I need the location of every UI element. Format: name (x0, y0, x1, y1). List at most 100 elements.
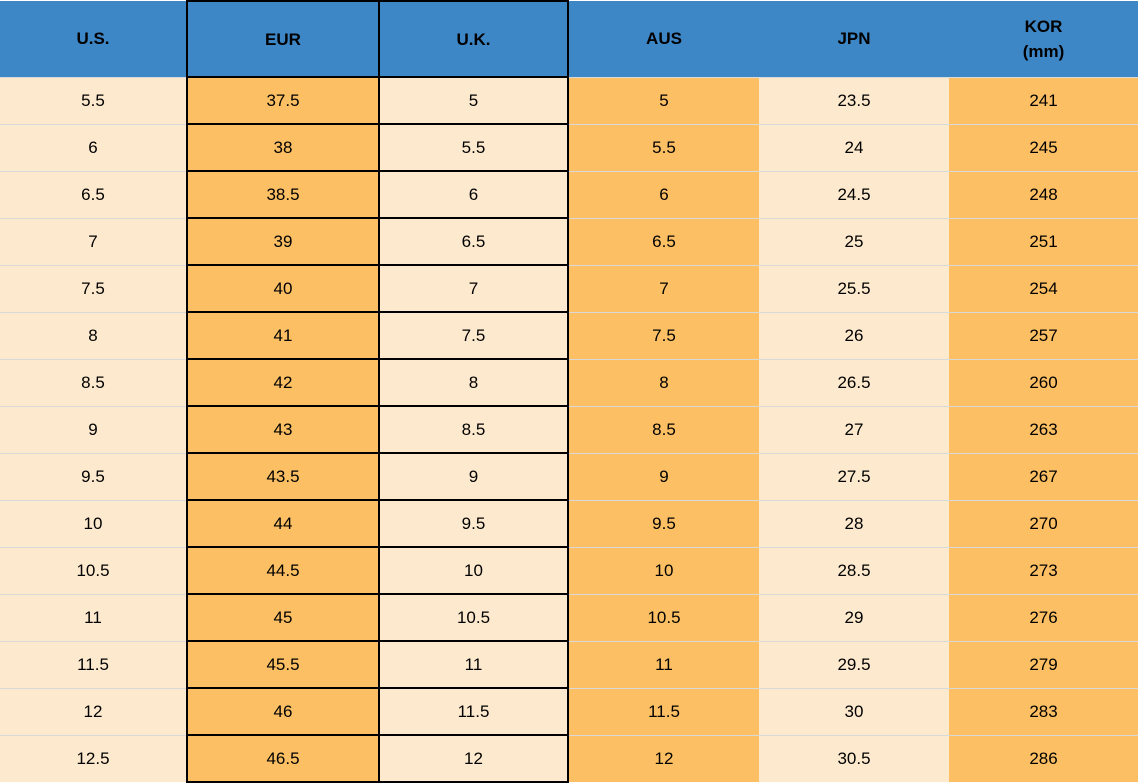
cell-kor: 286 (949, 735, 1138, 782)
cell-eur: 39 (186, 217, 380, 266)
cell-eur: 41 (186, 311, 380, 360)
cell-uk: 11.5 (378, 687, 569, 736)
cell-aus: 8 (568, 359, 759, 407)
table-row: 11 45 10.5 10.5 29 276 (0, 593, 1138, 642)
cell-jpn: 27 (759, 406, 949, 454)
cell-kor: 245 (949, 124, 1138, 172)
cell-uk: 11 (378, 640, 569, 689)
cell-uk: 8.5 (378, 405, 569, 454)
cell-us: 11 (0, 594, 187, 642)
cell-jpn: 30.5 (759, 735, 949, 782)
cell-us: 5.5 (0, 77, 187, 125)
cell-jpn: 25.5 (759, 265, 949, 313)
cell-kor: 254 (949, 265, 1138, 313)
cell-kor: 257 (949, 312, 1138, 360)
cell-aus: 10 (568, 547, 759, 595)
cell-uk: 12 (378, 734, 569, 783)
cell-us: 7 (0, 218, 187, 266)
column-header-jpn: JPN (759, 1, 949, 78)
cell-uk: 10 (378, 546, 569, 595)
column-header-label: JPN (837, 29, 871, 49)
cell-jpn: 24.5 (759, 171, 949, 219)
column-header-kor: KOR (mm) (949, 1, 1138, 78)
cell-aus: 5 (568, 77, 759, 125)
cell-us: 6.5 (0, 171, 187, 219)
cell-eur: 37.5 (186, 76, 380, 125)
cell-eur: 45.5 (186, 640, 380, 689)
cell-us: 6 (0, 124, 187, 172)
cell-eur: 40 (186, 264, 380, 313)
table-row: 12 46 11.5 11.5 30 283 (0, 687, 1138, 736)
cell-eur: 38 (186, 123, 380, 172)
cell-jpn: 25 (759, 218, 949, 266)
column-header-us: U.S. (0, 1, 187, 78)
table-row: 7 39 6.5 6.5 25 251 (0, 217, 1138, 266)
cell-kor: 279 (949, 641, 1138, 689)
cell-us: 9.5 (0, 453, 187, 501)
table-row: 8 41 7.5 7.5 26 257 (0, 311, 1138, 360)
cell-kor: 248 (949, 171, 1138, 219)
cell-us: 11.5 (0, 641, 187, 689)
table-row: 7.5 40 7 7 25.5 254 (0, 264, 1138, 313)
cell-us: 10 (0, 500, 187, 548)
cell-us: 12.5 (0, 735, 187, 782)
table-row: 11.5 45.5 11 11 29.5 279 (0, 640, 1138, 689)
column-header-label: EUR (265, 29, 301, 49)
cell-eur: 46.5 (186, 734, 380, 783)
cell-uk: 7.5 (378, 311, 569, 360)
header-row: U.S. EUR U.K. AUS JPN KOR (mm) (0, 0, 1138, 78)
cell-aus: 6 (568, 171, 759, 219)
cell-jpn: 29.5 (759, 641, 949, 689)
column-header-eur: EUR (186, 0, 380, 78)
cell-kor: 260 (949, 359, 1138, 407)
table-row: 10.5 44.5 10 10 28.5 273 (0, 546, 1138, 595)
cell-uk: 9 (378, 452, 569, 501)
cell-jpn: 23.5 (759, 77, 949, 125)
cell-aus: 5.5 (568, 124, 759, 172)
cell-jpn: 28.5 (759, 547, 949, 595)
cell-uk: 6.5 (378, 217, 569, 266)
cell-jpn: 29 (759, 594, 949, 642)
cell-kor: 276 (949, 594, 1138, 642)
cell-eur: 38.5 (186, 170, 380, 219)
table-row: 6.5 38.5 6 6 24.5 248 (0, 170, 1138, 219)
cell-us: 8 (0, 312, 187, 360)
table-row: 9.5 43.5 9 9 27.5 267 (0, 452, 1138, 501)
column-header-label: KOR (1024, 16, 1063, 36)
cell-kor: 251 (949, 218, 1138, 266)
cell-jpn: 26.5 (759, 359, 949, 407)
cell-uk: 5 (378, 76, 569, 125)
cell-eur: 43 (186, 405, 380, 454)
cell-eur: 46 (186, 687, 380, 736)
table-row: 9 43 8.5 8.5 27 263 (0, 405, 1138, 454)
cell-jpn: 27.5 (759, 453, 949, 501)
table-row: 10 44 9.5 9.5 28 270 (0, 499, 1138, 548)
cell-aus: 10.5 (568, 594, 759, 642)
cell-uk: 9.5 (378, 499, 569, 548)
cell-jpn: 26 (759, 312, 949, 360)
cell-kor: 241 (949, 77, 1138, 125)
cell-kor: 270 (949, 500, 1138, 548)
cell-kor: 267 (949, 453, 1138, 501)
cell-aus: 11 (568, 641, 759, 689)
cell-eur: 44 (186, 499, 380, 548)
column-header-label: U.S. (76, 29, 110, 49)
cell-eur: 44.5 (186, 546, 380, 595)
cell-jpn: 30 (759, 688, 949, 736)
column-header-uk: U.K. (378, 0, 569, 78)
cell-us: 7.5 (0, 265, 187, 313)
cell-us: 8.5 (0, 359, 187, 407)
cell-jpn: 28 (759, 500, 949, 548)
cell-jpn: 24 (759, 124, 949, 172)
cell-eur: 45 (186, 593, 380, 642)
table-row: 12.5 46.5 12 12 30.5 286 (0, 734, 1138, 783)
cell-aus: 8.5 (568, 406, 759, 454)
table-header: U.S. EUR U.K. AUS JPN KOR (mm) (0, 0, 1138, 78)
cell-kor: 273 (949, 547, 1138, 595)
cell-aus: 6.5 (568, 218, 759, 266)
table-row: 5.5 37.5 5 5 23.5 241 (0, 76, 1138, 125)
cell-us: 9 (0, 406, 187, 454)
cell-aus: 11.5 (568, 688, 759, 736)
cell-uk: 5.5 (378, 123, 569, 172)
